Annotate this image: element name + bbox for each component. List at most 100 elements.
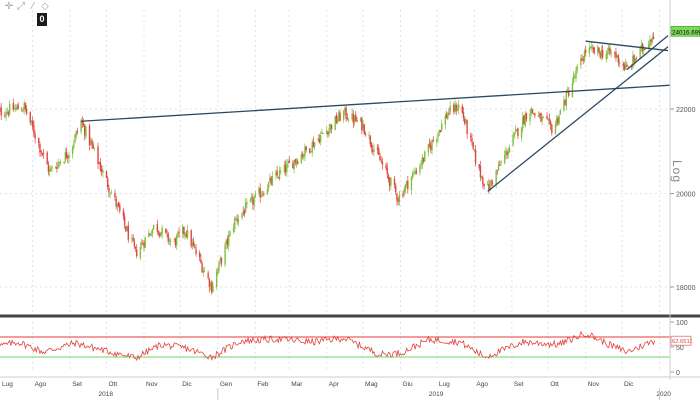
candle-body — [84, 125, 86, 136]
candle-body — [530, 108, 532, 114]
candle-body — [465, 120, 467, 123]
candle-body — [219, 258, 221, 261]
candle-body — [369, 136, 372, 145]
candle-body — [38, 137, 40, 144]
trendline — [81, 84, 671, 122]
candle-body — [258, 188, 260, 194]
crosshair-icon[interactable]: ✛ — [4, 1, 14, 12]
x-tick-label: Mag — [365, 381, 378, 388]
candle-body — [413, 171, 415, 173]
candle-body — [236, 218, 238, 221]
candle-body — [427, 144, 430, 153]
candle-body — [313, 142, 316, 147]
rsi-panel: 100 50 0 — [0, 320, 688, 377]
zoom-icon[interactable]: ⤢ — [17, 1, 25, 12]
candle-body — [144, 237, 146, 248]
candle-body — [609, 47, 611, 54]
candle-body — [396, 193, 398, 201]
candle-body — [74, 134, 76, 143]
candle-body — [178, 232, 180, 234]
candle-body — [269, 177, 271, 181]
candle-body — [376, 147, 379, 150]
candle-body — [235, 218, 237, 219]
candle-body — [482, 177, 484, 185]
candle-body — [599, 52, 601, 58]
candle-body — [393, 178, 396, 186]
candle-body — [361, 117, 363, 131]
candle-body — [643, 47, 645, 52]
candle-body — [229, 231, 231, 236]
candle-body — [507, 151, 509, 155]
x-year-label: 2019 — [429, 391, 444, 398]
candle-body — [301, 154, 304, 157]
candle-body — [525, 112, 528, 120]
candle-body — [169, 240, 172, 242]
candle-body — [335, 114, 338, 123]
candle-body — [339, 112, 341, 122]
candle-body — [496, 169, 499, 171]
candle-body — [17, 104, 19, 110]
candle-body — [71, 146, 74, 155]
candle-body — [67, 156, 69, 158]
last-price-label: 24016.6992 — [672, 29, 700, 36]
count-badge: 0 — [37, 13, 47, 26]
candle-body — [173, 239, 175, 240]
candle-body — [546, 115, 548, 119]
candle-body — [555, 118, 558, 125]
candle-body — [82, 123, 85, 126]
candle-body — [420, 164, 422, 166]
candle-body — [201, 263, 203, 273]
candle-body — [300, 154, 303, 164]
candle-body — [441, 123, 443, 131]
candle-body — [414, 172, 416, 174]
candle-body — [503, 154, 506, 164]
candle-body — [21, 110, 23, 112]
candle-body — [635, 57, 638, 59]
candle-body — [529, 113, 531, 121]
candle-body — [15, 107, 17, 111]
candle-body — [480, 176, 483, 179]
candle-body — [597, 46, 599, 53]
candle-body — [7, 112, 10, 115]
candle-body — [330, 124, 333, 130]
scale-label: Log — [670, 160, 684, 184]
eraser-icon[interactable]: ◇ — [41, 1, 49, 12]
candle-body — [608, 47, 610, 52]
candle-body — [617, 55, 620, 63]
candle-body — [115, 198, 117, 207]
candle-body — [177, 232, 179, 236]
candle-body — [402, 194, 404, 197]
candle-body — [650, 39, 652, 42]
candle-body — [537, 115, 540, 117]
x-tick-label: Dic — [624, 381, 634, 388]
candle-body — [68, 154, 70, 159]
candle-body — [432, 139, 434, 142]
candle-body — [387, 175, 390, 180]
draw-icon[interactable]: ∕ — [32, 1, 34, 12]
candle-body — [251, 196, 253, 199]
candle-body — [368, 134, 370, 136]
candle-body — [644, 48, 646, 50]
candle-body — [355, 114, 357, 122]
candle-body — [259, 188, 261, 198]
x-tick-label: Feb — [257, 381, 269, 388]
candle-body — [651, 37, 653, 43]
candle-body — [195, 249, 197, 254]
candle-body — [275, 172, 277, 176]
y-tick-label: 20000 — [676, 192, 696, 199]
candle-body — [421, 157, 424, 165]
candle-body — [616, 54, 618, 58]
x-tick-label: Ago — [476, 381, 488, 388]
candle-body — [581, 58, 583, 61]
candle-body — [286, 163, 288, 173]
candle-body — [127, 225, 129, 240]
candle-body — [398, 194, 401, 202]
candle-body — [42, 153, 45, 154]
candle-body — [309, 148, 311, 153]
candle-body — [351, 113, 353, 120]
candle-body — [321, 131, 323, 134]
candle-body — [295, 160, 298, 164]
candle-body — [22, 109, 24, 112]
candle-body — [73, 143, 75, 147]
value-tags: 24016.6992 62.6511 — [670, 26, 700, 346]
